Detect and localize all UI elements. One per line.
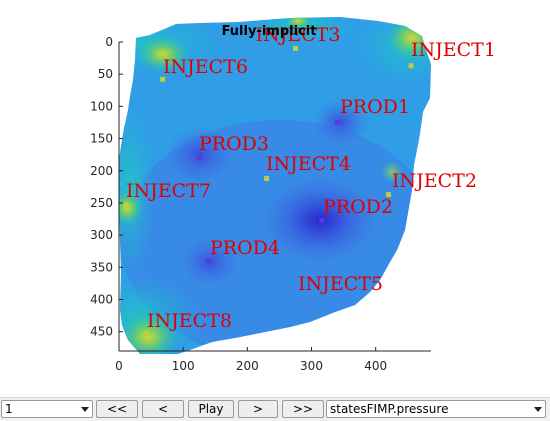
x-tick-label: 400 (364, 359, 387, 373)
pressure-field (119, 17, 431, 354)
well-label-prod4: PROD4 (210, 237, 280, 259)
well-label-inject7: INJECT7 (126, 180, 211, 202)
y-tick-label: 100 (90, 99, 113, 113)
well-label-inject6: INJECT6 (163, 56, 248, 78)
well-marker-inject7 (124, 202, 130, 208)
well-marker-prod3 (196, 155, 202, 161)
well-marker-prod2 (319, 217, 325, 223)
field-select-value: statesFIMP.pressure (330, 402, 449, 416)
x-tick-label: 100 (172, 359, 195, 373)
chevron-down-icon (81, 407, 89, 412)
x-tick-label: 300 (300, 359, 323, 373)
previous-frame-button[interactable]: < (142, 400, 184, 418)
field-select[interactable]: statesFIMP.pressure (326, 400, 546, 418)
step-select-value: 1 (5, 402, 13, 416)
y-tick-label: 0 (105, 35, 113, 49)
well-label-prod1: PROD1 (340, 96, 410, 118)
well-label-inject1: INJECT1 (411, 39, 496, 61)
y-tick-label: 150 (90, 132, 113, 146)
well-label-inject4: INJECT4 (266, 153, 351, 175)
well-marker-inject1 (408, 63, 414, 69)
next-frame-button[interactable]: > (238, 400, 278, 418)
well-marker-inject3 (292, 45, 298, 51)
well-label-inject2: INJECT2 (392, 170, 477, 192)
x-tick-label: 0 (115, 359, 123, 373)
plot-title: Fully-implicit (222, 24, 317, 39)
chevron-down-icon (534, 407, 542, 412)
y-tick-label: 450 (90, 325, 113, 339)
well-label-inject5: INJECT5 (298, 273, 383, 295)
y-tick-label: 300 (90, 228, 113, 242)
well-label-inject8: INJECT8 (147, 310, 232, 332)
well-marker-inject2 (386, 192, 392, 198)
well-marker-prod4 (206, 258, 212, 264)
play-button[interactable]: Play (188, 400, 234, 418)
well-label-prod2: PROD2 (323, 196, 393, 218)
playback-controls: 1 << < Play > >> statesFIMP.pressure (0, 397, 550, 421)
well-marker-inject4 (264, 175, 270, 181)
y-tick-label: 50 (98, 67, 113, 81)
last-frame-button[interactable]: >> (282, 400, 324, 418)
x-tick-label: 200 (236, 359, 259, 373)
y-tick-label: 250 (90, 196, 113, 210)
y-tick-label: 200 (90, 164, 113, 178)
well-markers (124, 45, 414, 336)
well-label-prod3: PROD3 (199, 133, 269, 155)
well-marker-inject8 (143, 330, 149, 336)
well-marker-inject6 (160, 76, 166, 82)
first-frame-button[interactable]: << (96, 400, 138, 418)
well-marker-prod1 (334, 119, 340, 125)
axes: 0 50 100 150 200 250 300 350 400 450 0 100 200 300 40… (90, 35, 431, 373)
y-tick-label: 400 (90, 293, 113, 307)
well-label-inject3: INJECT3 (256, 24, 341, 46)
step-select[interactable]: 1 (1, 400, 93, 418)
y-tick-label: 350 (90, 260, 113, 274)
